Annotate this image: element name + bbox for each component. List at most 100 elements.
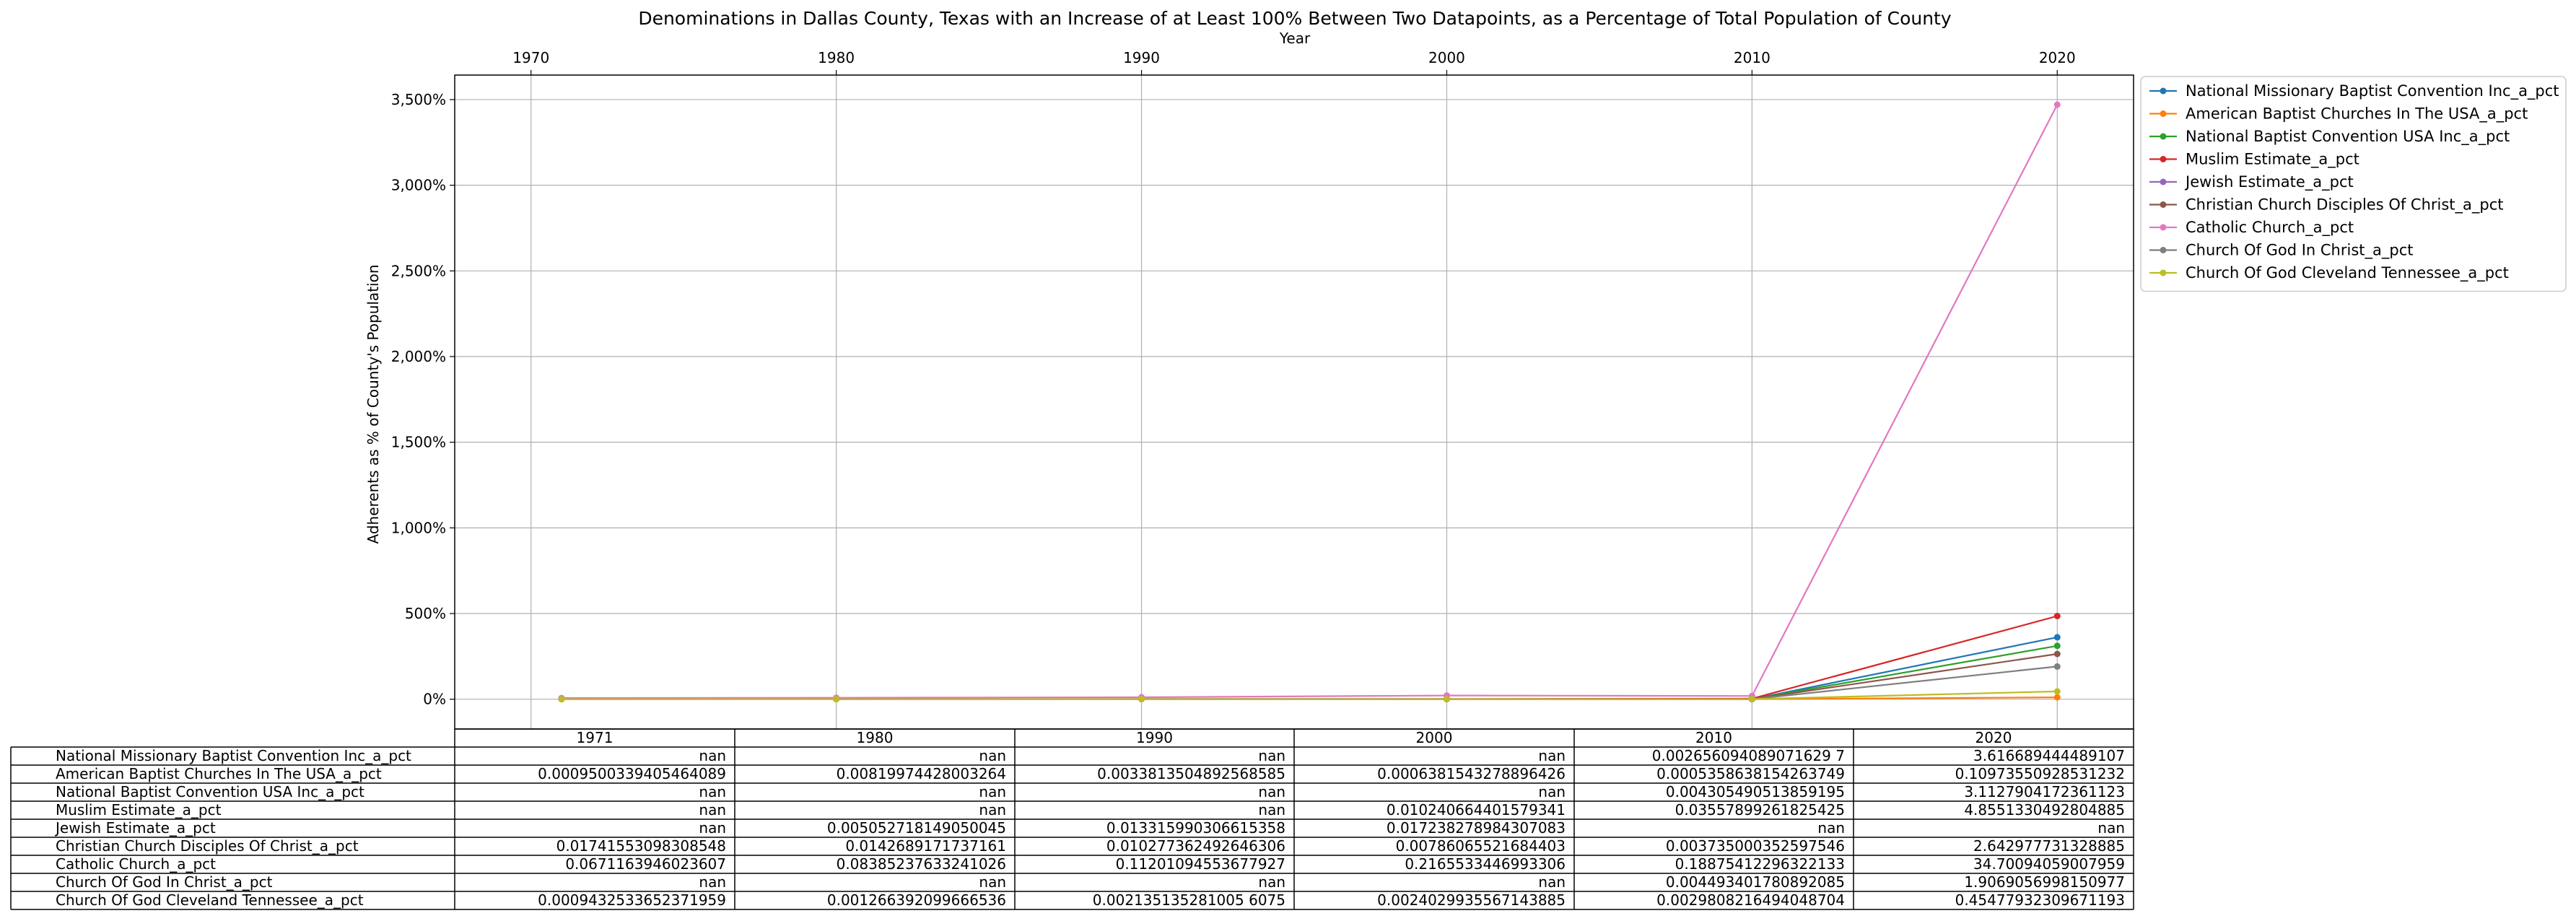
legend-marker [2160, 110, 2167, 117]
table-column-header: 1971 [577, 729, 614, 746]
table-cell: 0.017238278984307083 [1387, 819, 1566, 837]
table-cell: nan [1258, 747, 1285, 764]
table-row-label: Church Of God Cleveland Tennessee_a_pct [56, 891, 364, 909]
plot-series [558, 101, 2061, 703]
legend-label: National Baptist Convention USA Inc_a_pc… [2186, 128, 2510, 146]
series-line [1752, 636, 2058, 700]
table-cell: 2.642977731328885 [1973, 837, 2125, 855]
table-cell: 0.002135135281005 6075 [1093, 891, 1285, 909]
table-row: National Baptist Convention USA Inc_a_pc… [56, 783, 2125, 800]
table-row-label: Christian Church Disciples Of Christ_a_p… [56, 837, 359, 855]
legend-label: Church Of God In Christ_a_pct [2186, 242, 2413, 260]
table-row: Catholic Church_a_pct 0.0671163946023607 0… [56, 855, 2125, 873]
data-point [2053, 663, 2061, 670]
legend-entry: Catholic Church_a_pct [2149, 219, 2354, 237]
x-axis-ticks: 1970 1980 1990 2000 2010 2020 [512, 49, 2076, 75]
legend-label: Christian Church Disciples Of Christ_a_p… [2186, 196, 2504, 214]
table-cell: 0.0005358638154263749 [1656, 765, 1845, 782]
table-cell: 0.010277362492646306 [1106, 837, 1285, 855]
table-row: Muslim Estimate_a_pct nan nan nan 0.01024066… [56, 801, 2125, 819]
legend-marker [2160, 133, 2167, 140]
data-point [2053, 694, 2061, 701]
table-cell: 0.0033813504892568585 [1097, 765, 1285, 782]
table-cell: nan [699, 747, 726, 764]
data-point [2053, 101, 2061, 108]
y-tick-label: 3,000% [391, 177, 446, 194]
table-row-label: Muslim Estimate_a_pct [56, 801, 222, 819]
x-tick-label: 1970 [512, 49, 549, 66]
y-tick-label: 500% [405, 605, 446, 622]
table-row-label: National Baptist Convention USA Inc_a_pc… [56, 783, 364, 800]
legend-entry: Church Of God Cleveland Tennessee_a_pct [2149, 264, 2509, 282]
legend-marker [2160, 178, 2167, 185]
table-row: Church Of God In Christ_a_pct nan nan nan na… [56, 873, 2125, 891]
legend-entry: American Baptist Churches In The USA_a_p… [2149, 105, 2528, 123]
y-tick-label: 3,500% [391, 91, 446, 108]
legend-entry: Christian Church Disciples Of Christ_a_p… [2149, 196, 2504, 214]
table-cell: 0.0142689171737161 [845, 837, 1006, 855]
x-tick-label: 2020 [2039, 49, 2076, 66]
data-point [833, 696, 840, 703]
legend-label: National Missionary Baptist Convention I… [2186, 82, 2559, 100]
legend-marker [2160, 87, 2167, 95]
table-row-label: Jewish Estimate_a_pct [54, 819, 216, 837]
table-cell: nan [979, 747, 1006, 764]
grid [455, 75, 2134, 729]
table-cell: nan [1538, 873, 1566, 891]
y-axis-title: Adherents as % of County's Population [364, 264, 382, 544]
legend-label: Muslim Estimate_a_pct [2186, 151, 2359, 169]
table-cell: 0.010240664401579341 [1387, 801, 1566, 819]
y-tick-label: 2,000% [391, 348, 446, 365]
table-cell: 1.9069056998150977 [1964, 873, 2125, 891]
data-point [1748, 696, 1755, 703]
table-cell: nan [2097, 819, 2125, 837]
legend-label: Catholic Church_a_pct [2186, 219, 2354, 237]
x-tick-label: 1980 [818, 49, 855, 66]
table-cell: 0.11201094553677927 [1116, 855, 1285, 873]
x-tick-label: 2010 [1734, 49, 1771, 66]
y-tick-label: 2,500% [391, 262, 446, 279]
x-axis-title: Year [1279, 30, 1311, 47]
legend-label: Church Of God Cleveland Tennessee_a_pct [2186, 264, 2509, 282]
y-tick-label: 0% [423, 691, 446, 708]
legend-label: Jewish Estimate_a_pct [2184, 173, 2354, 191]
legend-label: American Baptist Churches In The USA_a_p… [2186, 105, 2528, 123]
series-line [562, 690, 2058, 700]
series-8 [558, 688, 2061, 703]
table-cell: 0.004305490513859195 [1666, 783, 1845, 800]
table-column-header: 1980 [857, 729, 894, 746]
table-cell: nan [979, 783, 1006, 800]
legend-marker [2160, 247, 2167, 253]
data-point [2053, 634, 2061, 641]
table-row: American Baptist Churches In The USA_a_p… [56, 765, 2125, 782]
table-cell: 0.0009432533652371959 [538, 891, 726, 909]
table-cell: 0.0029808216494048704 [1656, 891, 1845, 909]
table-cell: 0.0024029935567143885 [1377, 891, 1566, 909]
legend-frame [2140, 76, 2567, 292]
table-cell: nan [1538, 747, 1566, 764]
table-cell: 34.70094059007959 [1973, 855, 2125, 873]
table-cell: 0.2165533446993306 [1405, 855, 1566, 873]
x-tick-label: 2000 [1428, 49, 1465, 66]
y-axis-ticks: 0% 500% 1,000% 1,500% 2,000% 2,500% 3,000% 3,50… [391, 91, 455, 708]
legend-marker [2160, 224, 2167, 231]
table-cell: 0.18875412296322133 [1675, 855, 1845, 873]
table-cell: 0.10973550928531232 [1955, 765, 2125, 782]
table-row: Christian Church Disciples Of Christ_a_p… [56, 837, 2125, 855]
table-row-label: National Missionary Baptist Convention I… [56, 747, 411, 764]
legend-marker [2160, 269, 2167, 276]
table-cell: 3.1127904172361123 [1964, 783, 2125, 800]
data-point [558, 696, 565, 703]
data-table: 1971 1980 1990 2000 2010 2020 National Mission… [10, 728, 2134, 910]
series-line [561, 104, 2058, 699]
series-line [1752, 665, 2058, 700]
table-row: Jewish Estimate_a_pct nan 0.00505271814905… [54, 819, 2125, 837]
chart-title: Denominations in Dallas County, Texas wi… [638, 8, 1952, 29]
table-row-label: American Baptist Churches In The USA_a_p… [56, 765, 382, 782]
table-cell: 0.003735000352597546 [1666, 837, 1845, 855]
table-cell: 0.0671163946023607 [565, 855, 726, 873]
table-cell: 0.08385237633241026 [837, 855, 1006, 873]
plot-area-frame [454, 74, 2134, 730]
table-cell: 0.013315990306615358 [1106, 819, 1285, 837]
table-cell: nan [1258, 801, 1285, 819]
